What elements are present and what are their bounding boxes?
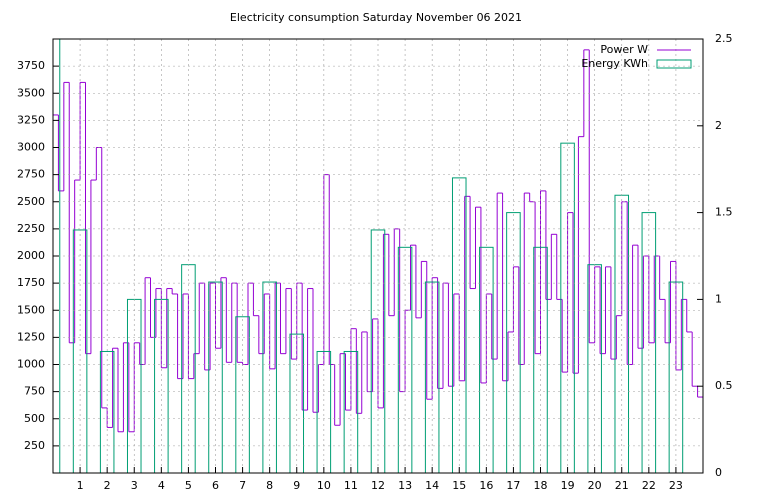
x-tick-label: 23 [669, 479, 683, 492]
y-tick-label: 1500 [17, 303, 45, 316]
x-tick-label: 8 [266, 479, 273, 492]
x-tick-label: 22 [642, 479, 656, 492]
x-tick-label: 15 [452, 479, 466, 492]
legend-swatch [656, 59, 692, 69]
y-tick-label: 1000 [17, 358, 45, 371]
x-tick-label: 18 [534, 479, 548, 492]
energy-box [72, 229, 88, 473]
y-tick-label: 3500 [17, 86, 45, 99]
energy-box [235, 316, 250, 473]
y-tick-label: 2750 [17, 168, 45, 181]
x-tick-label: 9 [293, 479, 300, 492]
y-tick-label: 2000 [17, 249, 45, 262]
x-tick-label: 11 [344, 479, 358, 492]
energy-box [316, 350, 332, 473]
y2-tick-label: 0.5 [715, 379, 733, 392]
energy-box [668, 281, 684, 473]
energy-box [208, 281, 223, 473]
y-tick-label: 2250 [17, 222, 45, 235]
plot-area [53, 39, 703, 473]
x-tick-label: 6 [212, 479, 219, 492]
x-tick-label: 19 [561, 479, 575, 492]
x-tick-label: 2 [104, 479, 111, 492]
x-tick-label: 14 [425, 479, 439, 492]
energy-box [641, 212, 657, 473]
x-tick-label: 5 [185, 479, 192, 492]
y-tick-label: 1250 [17, 330, 45, 343]
x-tick-label: 10 [317, 479, 331, 492]
y-tick-label: 1750 [17, 276, 45, 289]
plot-border [52, 38, 704, 474]
energy-box [506, 212, 521, 473]
x-tick-label: 12 [371, 479, 385, 492]
y2-tick-label: 2.5 [715, 32, 733, 45]
x-tick-label: 3 [131, 479, 138, 492]
y-tick-label: 500 [24, 412, 45, 425]
y-tick-label: 3000 [17, 141, 45, 154]
energy-box [451, 177, 467, 473]
energy-box [262, 281, 277, 473]
legend-label: Power W [600, 43, 648, 56]
chart-title: Electricity consumption Saturday Novembe… [230, 11, 522, 24]
x-tick-label: 17 [506, 479, 520, 492]
legend-label: Energy KWh [581, 57, 648, 70]
y-tick-label: 3750 [17, 59, 45, 72]
y2-tick-label: 2 [715, 119, 722, 132]
x-tick-label: 13 [398, 479, 412, 492]
y2-tick-label: 0 [715, 466, 722, 479]
x-tick-label: 1 [77, 479, 84, 492]
y2-tick-label: 1 [715, 292, 722, 305]
y-tick-label: 2500 [17, 195, 45, 208]
energy-box [343, 350, 359, 473]
energy-box [424, 281, 440, 473]
energy-box [397, 246, 413, 473]
energy-box [560, 142, 575, 473]
x-tick-label: 21 [615, 479, 629, 492]
y-tick-label: 250 [24, 439, 45, 452]
energy-box [533, 246, 548, 473]
x-tick-label: 4 [158, 479, 165, 492]
y2-tick-label: 1.5 [715, 206, 733, 219]
y-tick-label: 3250 [17, 113, 45, 126]
x-tick-label: 16 [479, 479, 493, 492]
y-tick-label: 750 [24, 385, 45, 398]
x-tick-label: 7 [239, 479, 246, 492]
energy-box [99, 350, 115, 473]
energy-box [479, 246, 494, 473]
x-tick-label: 20 [588, 479, 602, 492]
